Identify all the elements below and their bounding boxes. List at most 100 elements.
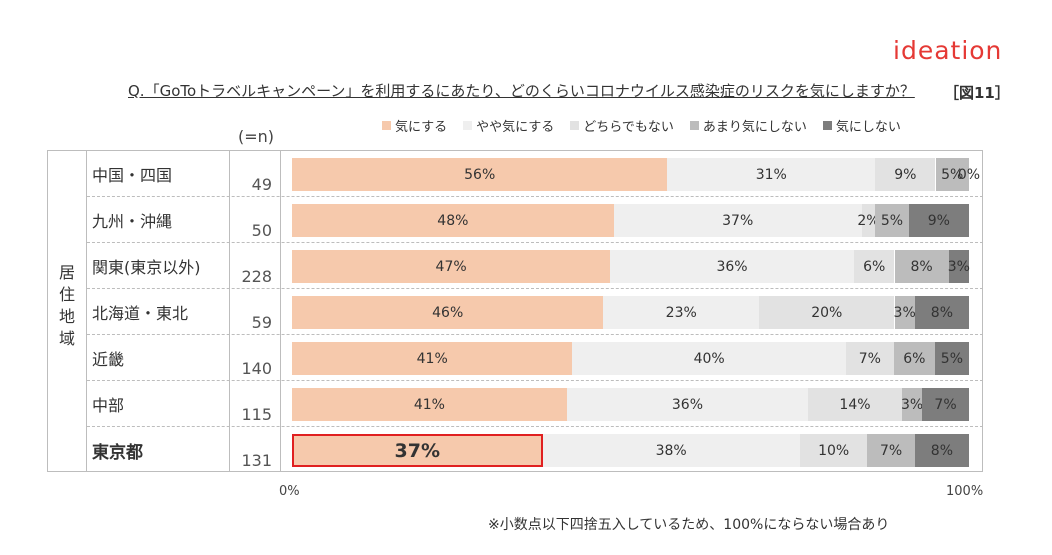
- data-label: 5%: [941, 166, 964, 183]
- bar-segment: 41%: [292, 388, 567, 421]
- data-label: 40%: [693, 350, 725, 367]
- bar-segment: 7%: [922, 388, 969, 421]
- data-label: 36%: [671, 396, 703, 413]
- bar-segment: 3%: [893, 296, 916, 329]
- n-header: (=n): [238, 127, 275, 146]
- legend-label: どちらでもない: [583, 120, 674, 135]
- row-divider: [87, 426, 983, 427]
- data-label: 14%: [839, 396, 871, 413]
- legend-swatch-3: [570, 121, 580, 130]
- bar-segment: 8%: [914, 434, 969, 467]
- legend-item: 気にしない: [822, 116, 901, 135]
- row-divider: [87, 380, 983, 381]
- group-label: 居住地域: [58, 263, 75, 348]
- row-divider: [87, 242, 983, 243]
- data-label: 37%: [722, 212, 754, 229]
- sample-size: 228: [241, 267, 272, 286]
- bar-segment: 5%: [935, 158, 969, 191]
- data-label: 2%: [857, 212, 880, 229]
- sample-size: 50: [251, 221, 272, 240]
- data-label: 5%: [880, 212, 904, 229]
- chart-frame: [47, 150, 983, 472]
- bar-segment: 23%: [603, 296, 760, 329]
- legend-swatch-4: [689, 121, 699, 130]
- data-label: 31%: [755, 166, 787, 183]
- legend-item: あまり気にしない: [689, 116, 807, 135]
- bar-segment: 6%: [853, 250, 895, 283]
- bar-segment: 56%: [292, 158, 668, 191]
- data-label: 10%: [818, 442, 850, 459]
- data-label: 8%: [930, 442, 953, 459]
- chart-legend: 気にする やや気にする どちらでもない あまり気にしない 気にしない: [382, 116, 917, 135]
- bar-segment: 31%: [667, 158, 876, 191]
- data-label: 0%: [957, 166, 981, 183]
- bar-segment: 37%: [292, 434, 543, 467]
- bar-segment: 3%: [900, 388, 924, 421]
- data-label: 3%: [893, 304, 916, 321]
- bar-segment: 37%: [613, 204, 862, 237]
- data-label: 7%: [858, 350, 881, 367]
- bar-segment: 2%: [857, 204, 880, 237]
- legend-swatch-2: [463, 121, 473, 130]
- data-label: 41%: [416, 350, 448, 367]
- category-label: 中国・四国: [92, 166, 173, 185]
- sample-size: 49: [251, 175, 272, 194]
- category-label: 関東(東京以外): [92, 258, 201, 277]
- data-label: 47%: [435, 258, 467, 275]
- bar-segment: 10%: [799, 434, 868, 467]
- question-title: Q.「GoToトラベルキャンペーン」を利用するにあたり、どのくらいコロナウイルス…: [128, 82, 915, 100]
- figure-label: ［図11］: [944, 84, 1010, 102]
- x-tick-label: 0%: [279, 484, 300, 499]
- column-divider: [280, 150, 281, 472]
- bar-segment: 5%: [934, 342, 969, 375]
- bar-segment: 6%: [893, 342, 935, 375]
- data-label: 23%: [665, 304, 697, 321]
- bar-segment: 38%: [542, 434, 800, 467]
- data-label: 8%: [930, 304, 953, 321]
- footnote: ※小数点以下四捨五入しているため、100%にならない場合あり: [488, 517, 890, 533]
- legend-item: 気にする: [382, 116, 447, 135]
- bar-segment: 8%: [894, 250, 949, 283]
- ideation-logo: ideation: [893, 36, 1003, 65]
- legend-swatch-5: [822, 121, 832, 130]
- legend-item: やや気にする: [463, 116, 554, 135]
- bar-segment: 41%: [292, 342, 573, 375]
- data-label: 9%: [927, 212, 950, 229]
- sample-size: 140: [241, 359, 272, 378]
- bar-segment: 36%: [566, 388, 809, 421]
- bar-segment: 5%: [875, 204, 909, 237]
- bar-segment: 14%: [808, 388, 902, 421]
- data-label: 7%: [934, 396, 957, 413]
- category-label: 九州・沖縄: [92, 212, 173, 231]
- data-label: 8%: [910, 258, 933, 275]
- bar-segment: 9%: [908, 204, 969, 237]
- data-label: 7%: [879, 442, 903, 459]
- legend-label: 気にしない: [835, 120, 901, 135]
- data-label: 6%: [863, 258, 886, 275]
- row-divider: [87, 334, 983, 335]
- category-label: 北海道・東北: [92, 304, 189, 323]
- sample-size: 115: [241, 405, 272, 424]
- legend-label: あまり気にしない: [702, 120, 807, 135]
- data-label: 41%: [413, 396, 445, 413]
- x-tick-label: 100%: [946, 484, 984, 499]
- category-label: 東京都: [92, 443, 143, 463]
- data-label: 38%: [655, 442, 687, 459]
- category-label: 近畿: [92, 350, 125, 369]
- data-label: 46%: [432, 304, 464, 321]
- data-label: 6%: [903, 350, 926, 367]
- bar-segment: 47%: [292, 250, 611, 283]
- row-divider: [87, 288, 983, 289]
- bar-segment: 40%: [572, 342, 846, 375]
- legend-label: やや気にする: [476, 120, 555, 135]
- data-label: 3%: [900, 396, 924, 413]
- bar-segment: 7%: [867, 434, 915, 467]
- sample-size: 59: [251, 313, 272, 332]
- category-label: 中部: [92, 396, 125, 415]
- data-label: 36%: [716, 258, 748, 275]
- column-divider: [229, 150, 230, 472]
- bar-segment: 8%: [914, 296, 969, 329]
- data-label: 56%: [464, 166, 496, 183]
- bar-segment: 46%: [292, 296, 604, 329]
- data-label: 3%: [947, 258, 970, 275]
